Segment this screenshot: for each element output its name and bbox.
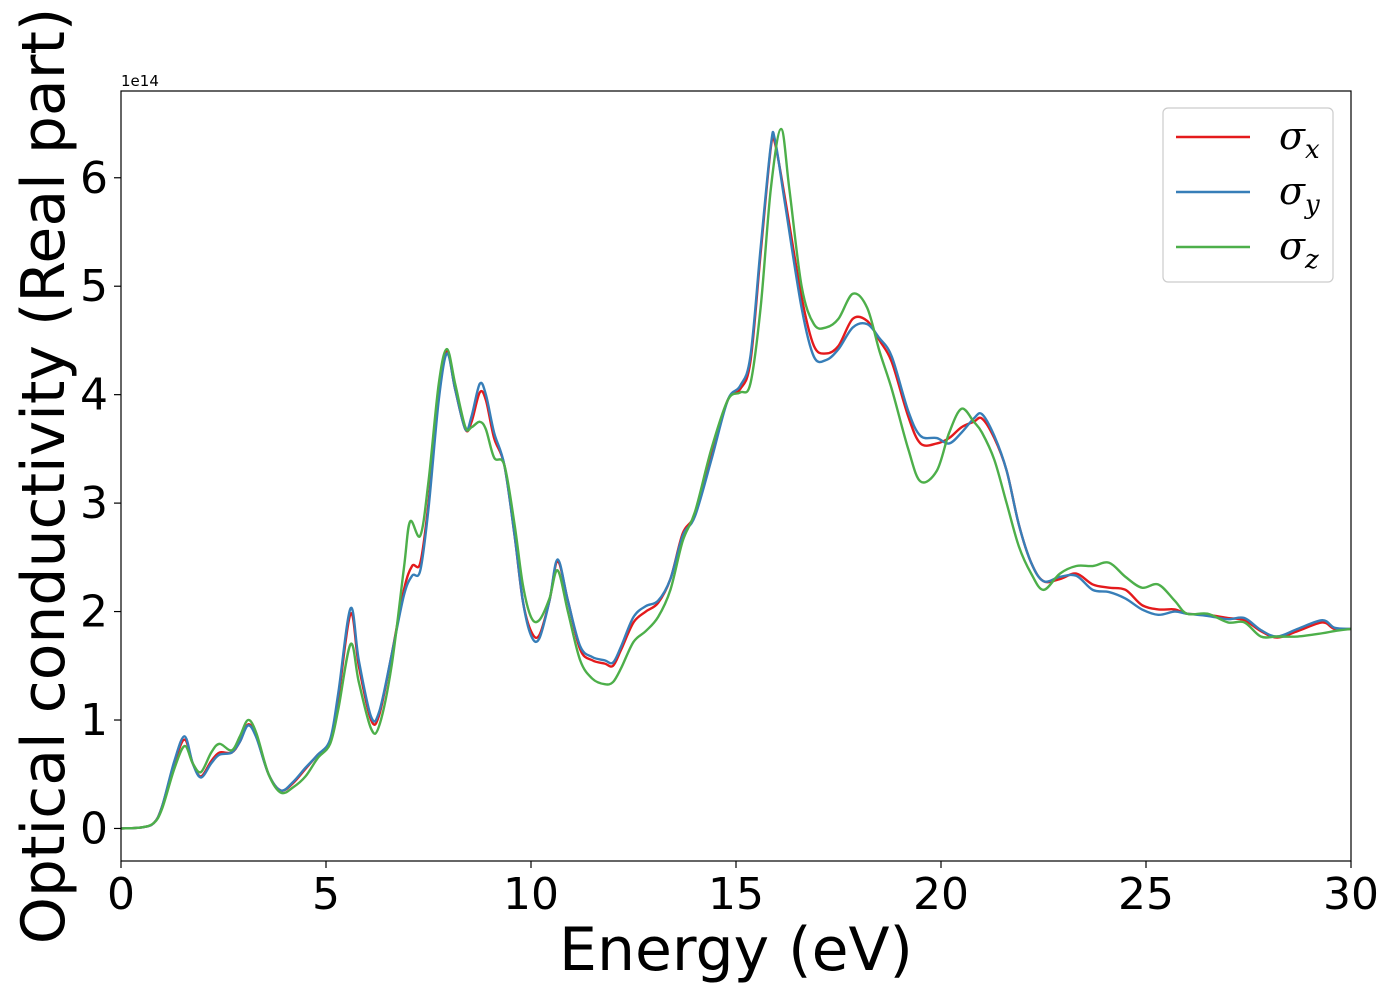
x-tick-label: 5 <box>312 869 340 920</box>
y-offset-label: 1e14 <box>121 72 159 90</box>
y-tick-label: 6 <box>80 153 108 204</box>
y-tick-label: 4 <box>80 370 108 421</box>
series-line-z <box>120 127 1352 830</box>
y-tick-label: 1 <box>80 695 108 746</box>
y-axis: 0 1 2 3 4 5 6 <box>80 153 121 854</box>
x-axis: 0 5 10 15 20 25 30 <box>107 861 1379 920</box>
x-tick-label: 10 <box>503 869 559 920</box>
y-tick-label: 5 <box>80 261 108 312</box>
x-tick-label: 15 <box>708 869 764 920</box>
x-axis-title: Energy (eV) <box>559 915 913 985</box>
x-tick-label: 25 <box>1118 869 1174 920</box>
y-tick-label: 3 <box>80 478 108 529</box>
y-tick-label: 2 <box>80 587 108 638</box>
y-axis-title: Optical conductivity (Real part) <box>9 8 79 945</box>
y-tick-label: 0 <box>80 803 108 854</box>
x-tick-label: 20 <box>913 869 969 920</box>
x-tick-label: 30 <box>1323 869 1379 920</box>
series-layer <box>120 127 1352 830</box>
legend-frame <box>1162 107 1334 283</box>
x-tick-label: 0 <box>107 869 135 920</box>
